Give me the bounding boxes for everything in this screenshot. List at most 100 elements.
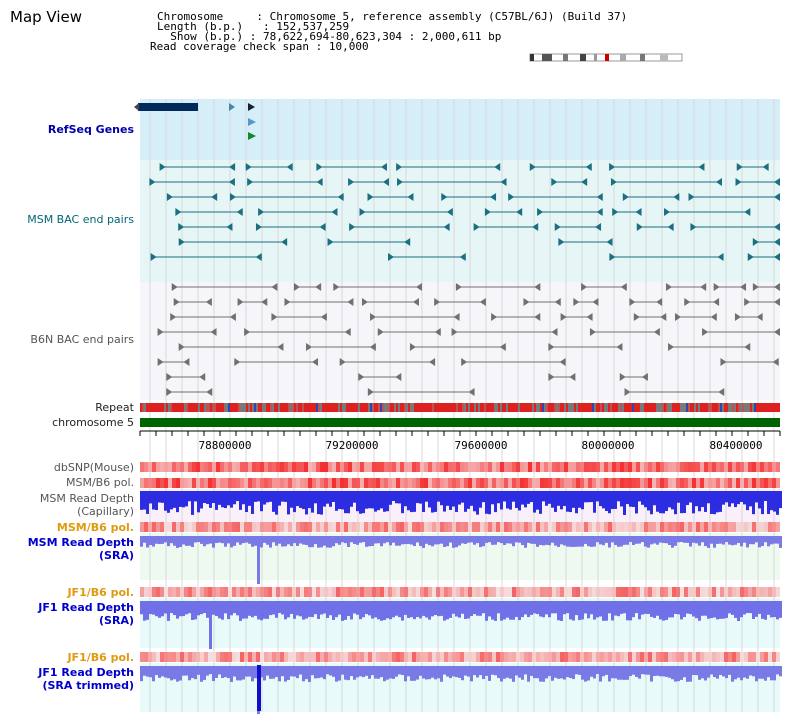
track-label-dbsnp[interactable]: dbSNP(Mouse) <box>53 461 134 474</box>
depth-bar <box>230 491 233 508</box>
depth-bar <box>743 666 746 678</box>
heat-cell <box>712 478 716 488</box>
depth-bar <box>404 601 407 615</box>
heat-cell <box>688 522 692 532</box>
heat-cell <box>244 652 248 662</box>
heat-cell <box>592 587 596 597</box>
heat-cell <box>540 652 544 662</box>
depth-bar <box>197 491 200 513</box>
depth-bar <box>356 536 359 545</box>
depth-bar <box>353 666 356 680</box>
track-label-msm-b6-pol[interactable]: MSM/B6 pol. <box>66 476 134 489</box>
depth-bar <box>419 666 422 676</box>
heat-cell <box>632 478 636 488</box>
depth-bar <box>227 601 230 620</box>
heat-cell <box>216 478 220 488</box>
repeat-segment <box>504 403 506 412</box>
heat-cell <box>168 652 172 662</box>
depth-bar <box>401 601 404 621</box>
track-label-msm-b6-pol-2[interactable]: MSM/B6 pol. <box>56 521 134 534</box>
bac-end-arrow <box>629 298 636 306</box>
heat-cell <box>652 478 656 488</box>
depth-bar <box>200 601 203 615</box>
depth-bar <box>248 666 251 677</box>
track-label-jf1-b6-pol-2[interactable]: JF1/B6 pol. <box>67 651 134 664</box>
track-label-jf1-depth-trim-1[interactable]: JF1 Read Depth <box>38 666 134 679</box>
heat-cell <box>156 652 160 662</box>
depth-bar <box>668 491 671 508</box>
repeat-segment <box>512 403 514 412</box>
heat-cell <box>456 652 460 662</box>
heat-cell <box>700 478 704 488</box>
depth-bar <box>215 536 218 543</box>
depth-bar <box>548 491 551 504</box>
heat-cell <box>592 522 596 532</box>
depth-bar <box>698 491 701 512</box>
repeat-segment <box>550 403 552 412</box>
depth-bar <box>404 536 407 545</box>
heat-cell <box>140 652 144 662</box>
heat-cell <box>756 587 760 597</box>
heat-cell <box>644 478 648 488</box>
track-label-msm-depth-sra-1[interactable]: MSM Read Depth <box>27 536 134 549</box>
heat-cell <box>580 587 584 597</box>
depth-bar <box>587 536 590 547</box>
heat-cell <box>416 587 420 597</box>
repeat-segment <box>644 403 646 412</box>
depth-bar <box>365 536 368 547</box>
repeat-segment <box>616 403 618 412</box>
depth-bar <box>167 491 170 513</box>
heat-cell <box>732 522 736 532</box>
track-label-msm-depth-cap-1[interactable]: MSM Read Depth <box>39 492 134 505</box>
repeat-segment <box>586 403 588 412</box>
heat-cell <box>624 587 628 597</box>
depth-bar <box>728 601 731 614</box>
heat-cell <box>376 462 380 472</box>
bac-end-arrow <box>653 328 660 336</box>
heat-cell <box>544 478 548 488</box>
repeat-segment <box>534 403 536 412</box>
depth-bar <box>365 491 368 509</box>
depth-bar <box>212 666 215 682</box>
heat-cell <box>452 652 456 662</box>
depth-bar <box>506 601 509 618</box>
depth-bar <box>281 601 284 615</box>
depth-bar <box>359 666 362 677</box>
track-label-jf1-depth-sra-1[interactable]: JF1 Read Depth <box>38 601 134 614</box>
repeat-segment <box>578 403 580 412</box>
depth-bar <box>239 601 242 621</box>
repeat-segment <box>638 403 640 412</box>
track-label-jf1-b6-pol[interactable]: JF1/B6 pol. <box>67 586 134 599</box>
track-label-refseq[interactable]: RefSeq Genes <box>47 123 134 136</box>
depth-bar <box>305 601 308 619</box>
depth-bar <box>671 536 674 548</box>
track-label-chromosome[interactable]: chromosome 5 <box>52 416 134 429</box>
track-label-msm-bac[interactable]: MSM BAC end pairs <box>27 213 134 226</box>
depth-bar <box>452 666 455 677</box>
repeat-segment <box>412 403 414 412</box>
heat-cell <box>668 462 672 472</box>
depth-bar <box>536 601 539 615</box>
track-label-b6n-bac[interactable]: B6N BAC end pairs <box>30 333 134 346</box>
heat-cell <box>616 478 620 488</box>
depth-bar <box>557 491 560 506</box>
repeat-segment <box>560 403 562 412</box>
depth-bar <box>584 666 587 682</box>
bac-end-arrow <box>684 298 691 306</box>
repeat-segment <box>218 403 220 412</box>
depth-bar <box>407 601 410 618</box>
heat-cell <box>564 522 568 532</box>
heat-cell <box>620 652 624 662</box>
heat-cell <box>484 462 488 472</box>
repeat-segment <box>650 403 652 412</box>
heat-cell <box>308 462 312 472</box>
depth-bar <box>590 491 593 503</box>
track-label-repeat[interactable]: Repeat <box>95 401 134 414</box>
heat-cell <box>484 587 488 597</box>
depth-bar <box>293 536 296 544</box>
depth-bar <box>758 666 761 679</box>
heat-cell <box>220 478 224 488</box>
depth-bar <box>308 666 311 682</box>
heat-cell <box>468 462 472 472</box>
